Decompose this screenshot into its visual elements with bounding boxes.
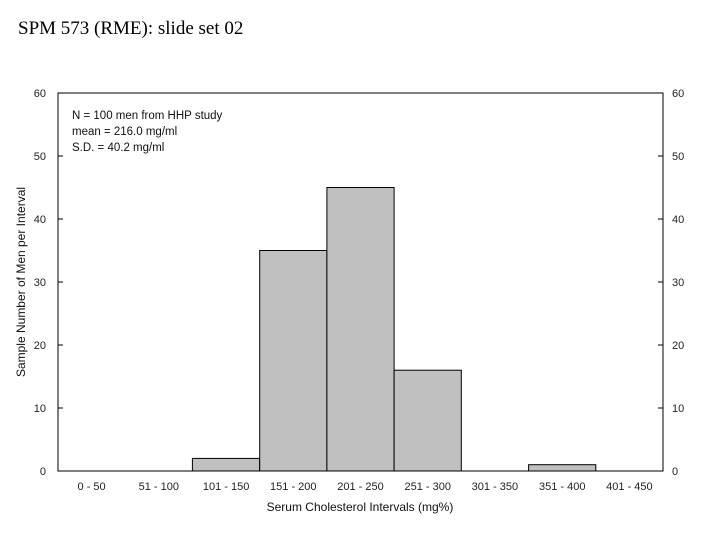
y-axis-title: Sample Number of Men per Interval (14, 187, 28, 377)
bar-101-150 (191, 457, 261, 472)
x-tick-label: 151 - 200 (270, 481, 316, 493)
right-y-tick-label: 0 (672, 466, 678, 478)
x-tick-label: 251 - 300 (404, 481, 450, 493)
right-y-tick-label: 10 (672, 403, 684, 415)
right-y-tick-label: 20 (672, 340, 684, 352)
left-y-tick-label: 30 (34, 277, 46, 289)
right-y-tick-label: 30 (672, 277, 684, 289)
right-y-tick-label: 40 (672, 214, 684, 226)
x-tick-label: 51 - 100 (139, 481, 179, 493)
bar-351-400 (528, 464, 597, 472)
right-y-tick-label: 50 (672, 151, 684, 163)
left-y-tick-label: 0 (40, 466, 46, 478)
left-y-tick-label: 20 (34, 340, 46, 352)
slide-title: SPM 573 (RME): slide set 02 (18, 18, 244, 39)
right-y-tick-label: 60 (672, 88, 684, 100)
annotation-line: N = 100 men from HHP study (72, 110, 223, 122)
x-tick-label: 0 - 50 (78, 481, 106, 493)
annotation-line: S.D. = 40.2 mg/ml (72, 142, 164, 154)
x-tick-label: 351 - 400 (539, 481, 585, 493)
right-y-axis: 0 10 20 30 40 50 60 (658, 88, 684, 478)
left-y-axis: 0 10 20 30 40 50 60 (34, 88, 63, 478)
x-axis: 0 - 50 51 - 100 101 - 150 151 - 200 201 - 25… (78, 481, 653, 493)
bar-151-200 (259, 250, 328, 472)
bar-group (191, 187, 597, 472)
left-y-tick-label: 10 (34, 403, 46, 415)
bar-201-250 (326, 187, 395, 472)
x-tick-label: 201 - 250 (337, 481, 383, 493)
annotation-line: mean = 216.0 mg/ml (72, 126, 177, 138)
x-tick-label: 401 - 450 (606, 481, 652, 493)
left-y-tick-label: 60 (34, 88, 46, 100)
left-y-tick-label: 40 (34, 214, 46, 226)
bar-251-300 (393, 369, 462, 472)
x-tick-label: 101 - 150 (203, 481, 249, 493)
x-axis-title: Serum Cholesterol Intervals (mg%) (267, 500, 454, 514)
x-tick-label: 301 - 350 (472, 481, 518, 493)
statistics-annotation: N = 100 men from HHP study mean = 216.0 m… (72, 110, 223, 154)
left-y-tick-label: 50 (34, 151, 46, 163)
